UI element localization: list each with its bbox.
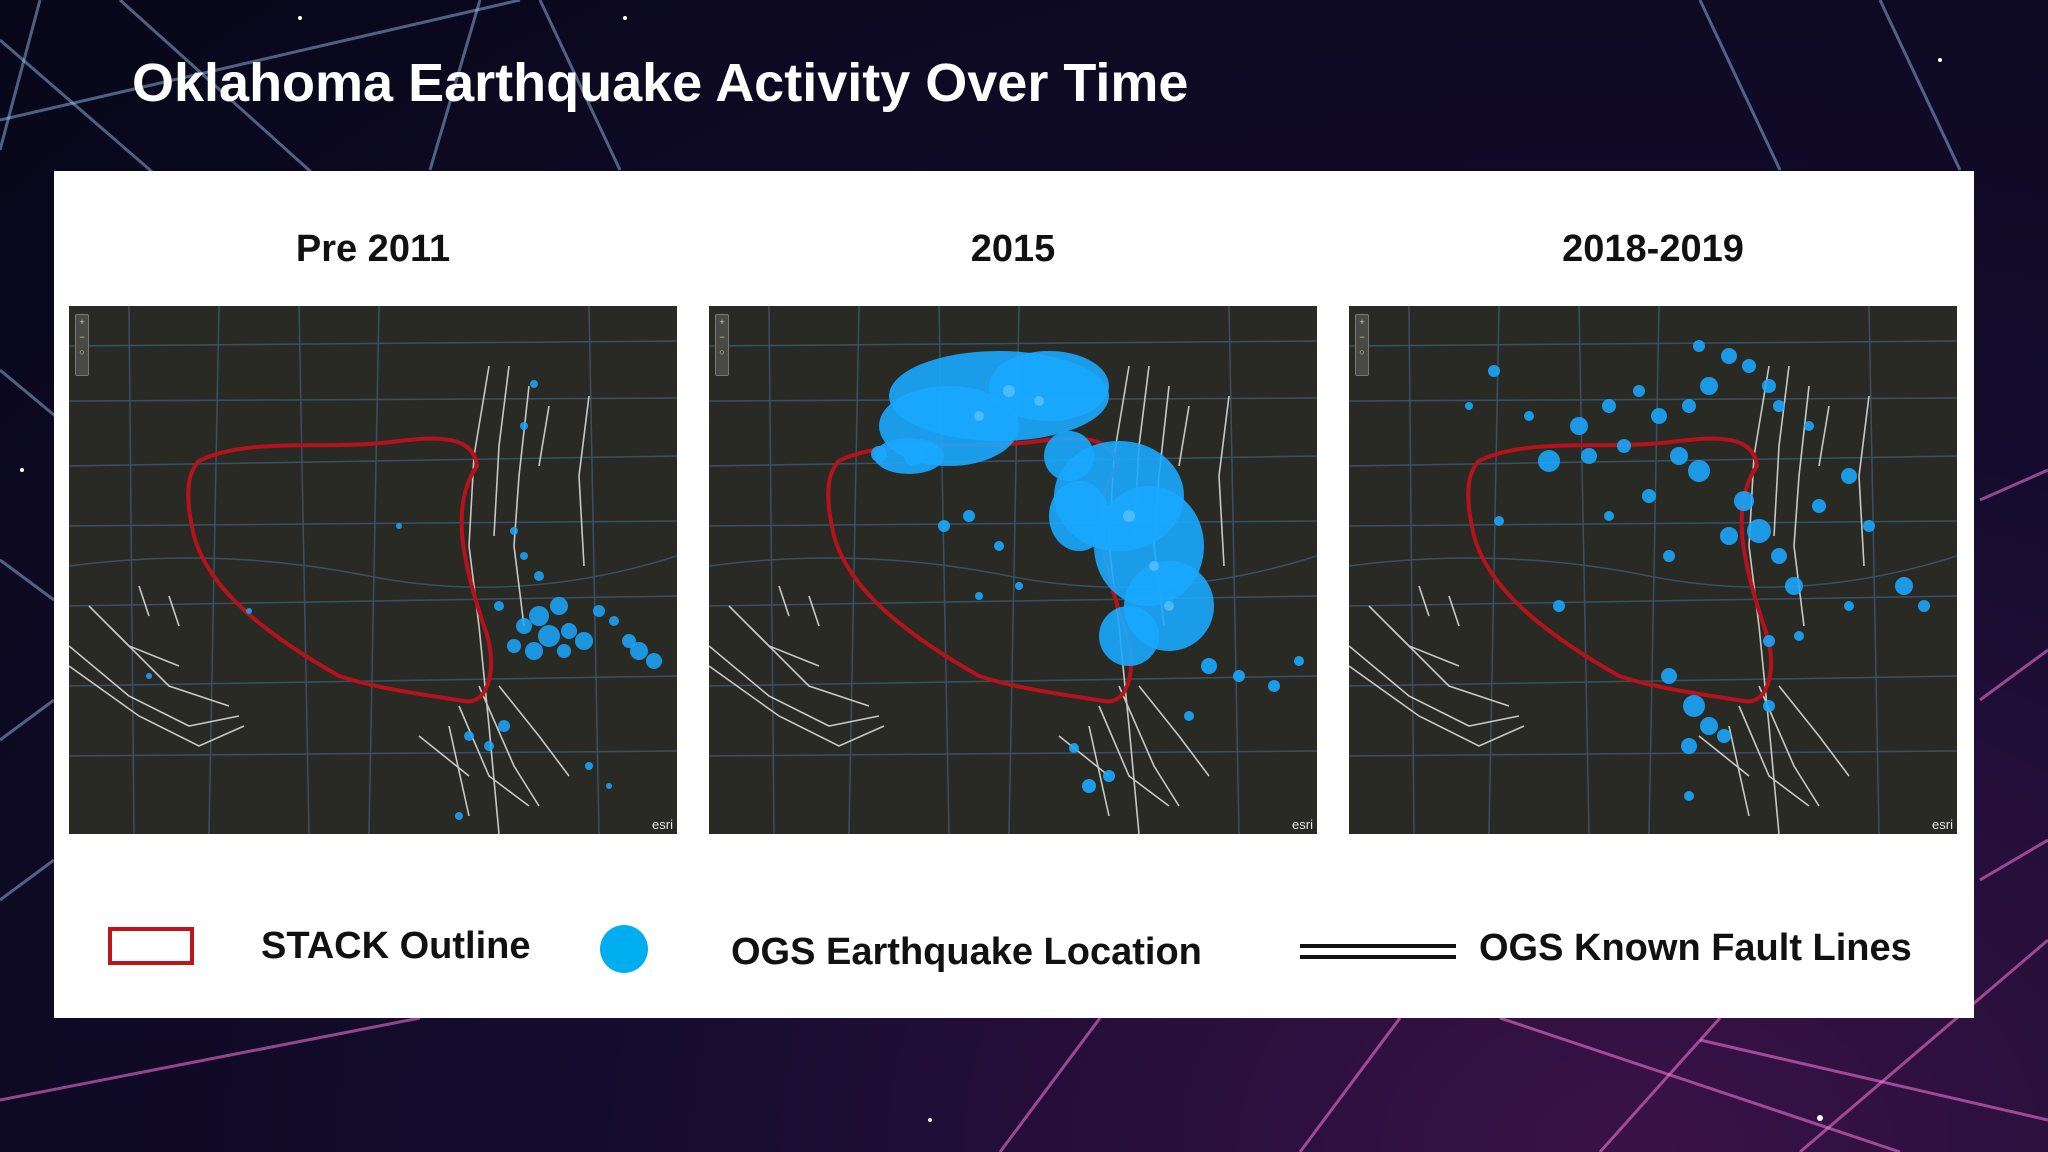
esri-attribution: esri (1292, 817, 1313, 832)
legend-earthquake-label: OGS Earthquake Location (731, 931, 1202, 973)
legend-fault-label: OGS Known Fault Lines (1479, 927, 1912, 969)
zoom-control[interactable]: + − ○ (715, 314, 729, 376)
legend-stack-outline-label: STACK Outline (261, 925, 531, 967)
earthquake-location-swatch (600, 925, 648, 973)
stack-outline-swatch (108, 927, 194, 965)
map-view[interactable]: + − ○ esri (709, 306, 1317, 834)
content-panel: Pre 2011 + − ○ e (54, 171, 1974, 1018)
zoom-control[interactable]: + − ○ (75, 314, 89, 376)
map-view[interactable]: + − ○ esri (1349, 306, 1957, 834)
zoom-control[interactable]: + − ○ (1355, 314, 1369, 376)
slide-title: Oklahoma Earthquake Activity Over Time (132, 53, 1189, 113)
fault-line-swatch (1300, 944, 1456, 959)
map-title: Pre 2011 (295, 228, 451, 270)
map-view[interactable]: + − ○ esri (69, 306, 677, 834)
map-title: 2015 (970, 228, 1056, 270)
map-title: 2018-2019 (1562, 228, 1744, 270)
esri-attribution: esri (1932, 817, 1953, 832)
esri-attribution: esri (652, 817, 673, 832)
